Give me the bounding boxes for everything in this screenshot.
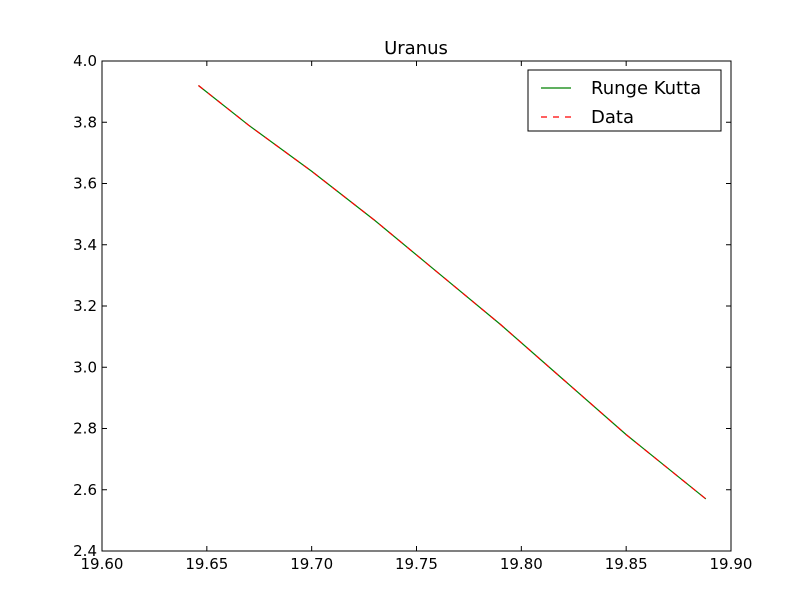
legend-box xyxy=(527,69,722,132)
plot-frame xyxy=(101,60,732,552)
x-tick-label: 19.80 xyxy=(500,555,543,573)
chart-title: Uranus xyxy=(384,38,448,59)
ticks-layer: 19.60 19.65 19.70 19.75 19.80 19.85 19.90 2.4 2.… xyxy=(73,52,752,573)
y-tick-label: 3.8 xyxy=(73,113,97,131)
y-tick-label: 3.0 xyxy=(73,358,97,376)
legend-label-data: Data xyxy=(591,107,634,128)
x-tick-label: 19.75 xyxy=(395,555,438,573)
y-tick-label: 3.2 xyxy=(73,297,97,315)
x-tick-label: 19.85 xyxy=(605,555,648,573)
x-tick-label: 19.70 xyxy=(290,555,333,573)
y-tick-label: 3.6 xyxy=(73,175,97,193)
y-tick-label: 3.4 xyxy=(73,236,97,254)
series-line-data xyxy=(198,85,707,500)
y-tick-label: 4.0 xyxy=(73,52,97,70)
x-tick-label: 19.90 xyxy=(710,555,753,573)
legend-label-runge-kutta: Runge Kutta xyxy=(591,78,701,99)
y-tick-label: 2.6 xyxy=(73,481,97,499)
series-layer xyxy=(198,85,707,500)
x-tick-label: 19.60 xyxy=(81,555,124,573)
y-tick-label: 2.4 xyxy=(73,542,97,560)
y-tick-label: 2.8 xyxy=(73,420,97,438)
legend: Runge Kutta Data xyxy=(527,69,722,132)
x-tick-label: 19.65 xyxy=(185,555,228,573)
